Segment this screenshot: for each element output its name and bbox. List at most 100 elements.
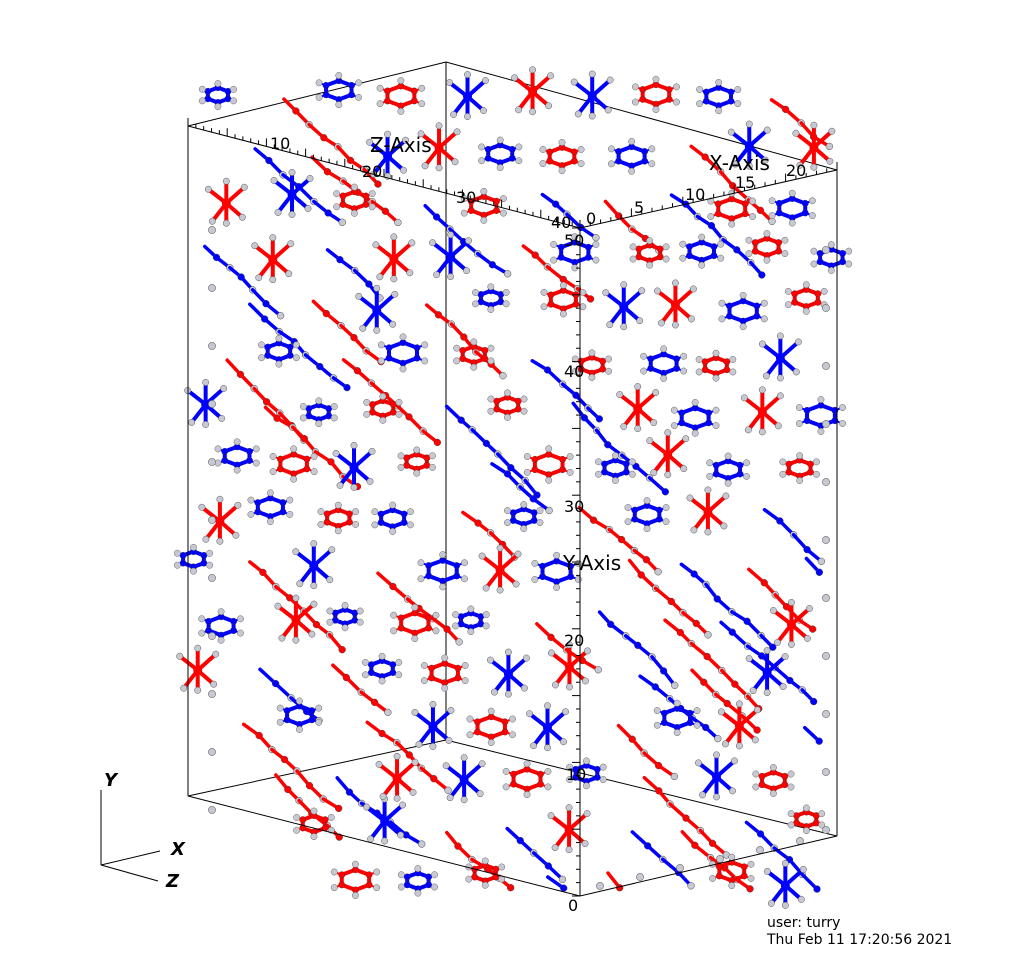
y-tick-label: 0 xyxy=(568,896,578,915)
blue-molecule-ring xyxy=(768,189,816,227)
triad-y-label: Y xyxy=(104,770,119,791)
triad-x-label: X xyxy=(170,839,186,860)
blue-molecule-chain xyxy=(253,147,346,226)
free-atom xyxy=(796,837,804,845)
molecule-layer xyxy=(173,66,853,909)
blue-molecule-chain xyxy=(248,302,351,392)
orientation-triad: Y X Z xyxy=(100,770,186,892)
red-molecule-center xyxy=(717,700,761,750)
blue-molecule-ring xyxy=(607,137,656,175)
triad-z-label: Z xyxy=(165,871,180,892)
blue-molecule-center xyxy=(442,754,486,804)
free-atom xyxy=(208,516,216,524)
blue-molecule-chain xyxy=(679,562,777,651)
red-molecule-center xyxy=(740,386,784,436)
free-atom xyxy=(208,632,216,640)
blue-molecule-center xyxy=(758,332,802,382)
blue-molecule-chain xyxy=(325,248,384,302)
red-molecule-ring xyxy=(269,445,318,483)
red-molecule-ring xyxy=(333,183,376,217)
blue-molecule-center xyxy=(526,702,569,752)
blue-molecule-center xyxy=(332,441,376,491)
red-molecule-center xyxy=(547,641,591,691)
red-molecule-center xyxy=(511,66,555,116)
blue-molecule-center xyxy=(763,859,807,909)
blue-molecule-chain xyxy=(719,620,818,706)
red-molecule-center xyxy=(417,122,461,172)
red-molecule-chain xyxy=(365,720,452,794)
x-tick-label: 20 xyxy=(786,161,806,180)
free-atom xyxy=(208,806,216,814)
blue-molecule-chain xyxy=(203,244,285,320)
red-molecule-center xyxy=(251,234,295,284)
free-atom xyxy=(822,536,830,544)
red-molecule-ring xyxy=(745,230,789,264)
blue-molecule-center xyxy=(745,647,789,697)
blue-molecule-ring xyxy=(377,333,429,373)
blue-molecule-chain xyxy=(669,193,766,279)
blue-molecule-chain xyxy=(630,830,695,890)
free-atom xyxy=(822,362,830,370)
red-molecule-chain xyxy=(663,618,763,713)
blue-molecule-chain xyxy=(335,776,426,848)
blue-molecule-center xyxy=(570,70,614,120)
blue-molecule-chain xyxy=(804,556,823,576)
axis-ticks xyxy=(187,118,838,897)
red-molecule-center xyxy=(375,752,419,802)
red-molecule-chain xyxy=(461,510,519,561)
free-atom xyxy=(716,855,724,863)
red-molecule-ring xyxy=(752,764,795,797)
blue-molecule-center xyxy=(366,130,409,180)
red-molecule-chain xyxy=(376,571,463,646)
x-axis-title: X-Axis xyxy=(709,151,770,175)
free-atom xyxy=(822,246,830,254)
blue-molecule-ring xyxy=(696,79,742,115)
blue-molecule-ring xyxy=(299,397,338,428)
red-molecule-chain xyxy=(424,303,507,380)
free-atom xyxy=(208,458,216,466)
red-molecule-ring xyxy=(390,603,440,643)
free-atom xyxy=(208,400,216,408)
red-molecule-ring xyxy=(317,501,360,535)
blue-molecule-ring xyxy=(214,438,260,474)
y-tick-label: 50 xyxy=(564,231,584,250)
free-atom xyxy=(208,342,216,350)
red-molecule-ring xyxy=(709,853,755,890)
x-tick-label: 15 xyxy=(735,173,755,192)
red-molecule-ring xyxy=(629,237,670,269)
blue-molecule-center xyxy=(486,648,530,698)
red-molecule-center xyxy=(204,177,248,227)
free-atom xyxy=(208,748,216,756)
footer-user: user: turry xyxy=(767,915,841,931)
y-tick-label: 40 xyxy=(564,362,584,381)
red-molecule-ring xyxy=(330,860,381,899)
red-molecule-center xyxy=(198,495,242,545)
blue-molecule-center xyxy=(602,281,646,331)
blue-molecule-ring xyxy=(276,697,323,733)
free-atom xyxy=(676,864,684,872)
blue-molecule-chain xyxy=(490,462,553,515)
red-molecule-ring xyxy=(571,349,613,381)
blue-molecule-ring xyxy=(315,72,363,109)
red-molecule-ring xyxy=(631,75,680,114)
blue-molecule-center xyxy=(363,795,407,845)
red-molecule-ring xyxy=(695,349,737,382)
blue-molecule-ring xyxy=(653,699,701,737)
x-tick-label: 10 xyxy=(685,185,705,204)
y-tick-label: 10 xyxy=(566,765,586,784)
red-molecule-center xyxy=(769,599,813,648)
blue-molecule-center xyxy=(184,378,228,428)
blue-molecule-ring xyxy=(624,497,670,533)
red-molecule-chain xyxy=(445,830,515,892)
free-atom xyxy=(822,304,830,312)
blue-molecule-ring xyxy=(397,865,438,897)
blue-molecule-ring xyxy=(795,396,846,435)
blue-molecule-ring xyxy=(640,345,688,382)
red-molecule-ring xyxy=(466,707,516,747)
blue-molecule-ring xyxy=(371,501,414,535)
free-atom xyxy=(822,478,830,486)
red-molecule-ring xyxy=(363,392,403,424)
blue-molecule-chain xyxy=(530,359,604,423)
blue-molecule-center xyxy=(270,169,314,218)
